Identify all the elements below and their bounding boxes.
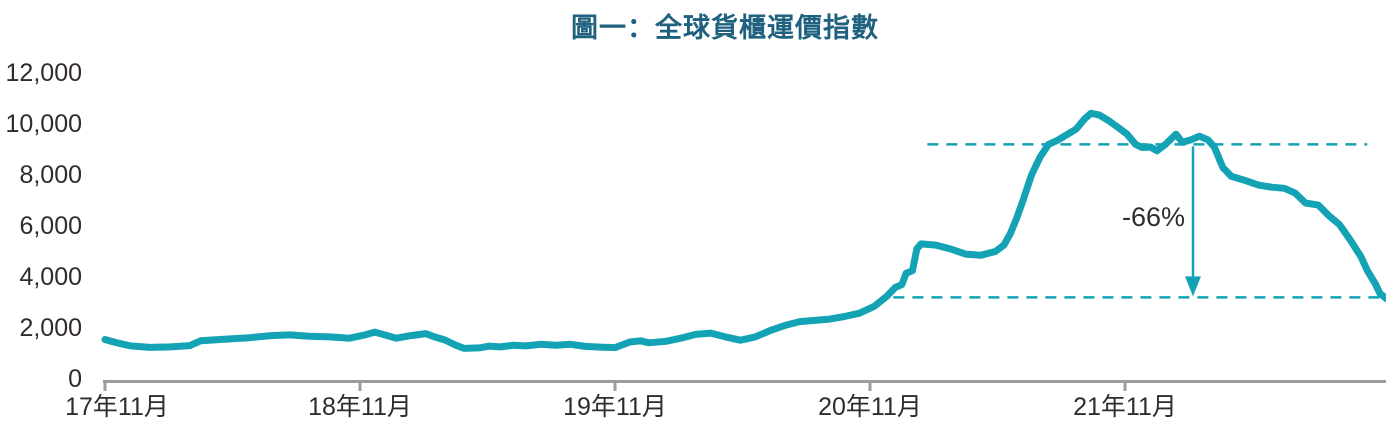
y-axis-label: 2,000 — [19, 314, 82, 342]
drop-percentage-label: -66% — [1121, 201, 1185, 232]
y-axis-label: 10,000 — [5, 110, 82, 138]
chart-title: 圖一：全球貨櫃運價指數 — [571, 13, 879, 43]
x-axis-label: 21年11月 — [1073, 393, 1177, 421]
y-axis-label: 0 — [68, 365, 82, 393]
x-axis-label: 19年11月 — [563, 393, 667, 421]
y-axis-label: 12,000 — [5, 59, 82, 87]
x-axis-label: 18年11月 — [308, 393, 412, 421]
y-axis-label: 8,000 — [19, 161, 82, 189]
decline-arrow-head — [1185, 276, 1201, 297]
freight-index-line — [101, 109, 1386, 352]
x-axis-label: 17年11月 — [65, 393, 169, 421]
y-axis-label: 4,000 — [19, 263, 82, 291]
y-axis-label: 6,000 — [19, 212, 82, 240]
x-axis-label: 20年11月 — [818, 393, 922, 421]
